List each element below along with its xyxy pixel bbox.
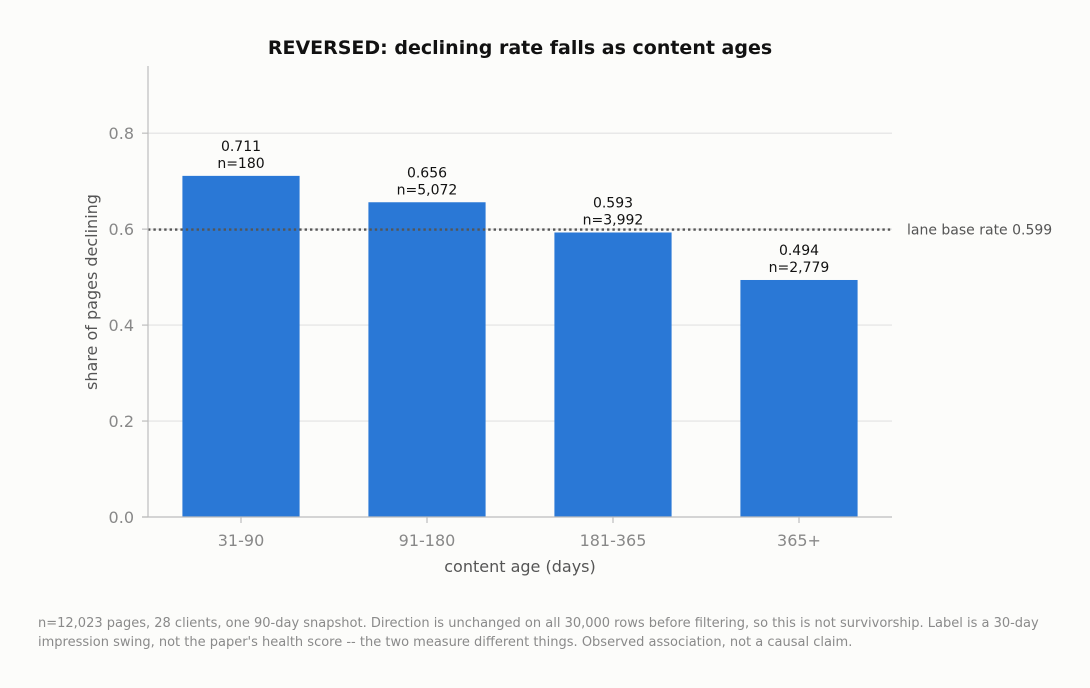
bar-chart: REVERSED: declining rate falls as conten… xyxy=(82,37,1052,576)
y-tick-label: 0.8 xyxy=(109,124,134,143)
y-axis-label: share of pages declining xyxy=(82,194,101,390)
footnote: n=12,023 pages, 28 clients, one 90-day s… xyxy=(38,616,1039,650)
x-tick-label: 181-365 xyxy=(580,531,647,550)
bar xyxy=(368,202,486,517)
x-tick-label: 31-90 xyxy=(218,531,265,550)
bar-n-label: n=3,992 xyxy=(583,212,644,228)
bar xyxy=(740,279,858,517)
bar-value-label: 0.593 xyxy=(593,195,633,211)
bar-n-label: n=5,072 xyxy=(397,182,458,198)
x-tick-label: 91-180 xyxy=(399,531,456,550)
bar-value-label: 0.711 xyxy=(221,139,261,155)
bar xyxy=(182,175,300,517)
bar-n-label: n=2,779 xyxy=(769,260,830,276)
x-tick-label: 365+ xyxy=(777,531,821,550)
bars xyxy=(182,175,858,517)
chart-title: REVERSED: declining rate falls as conten… xyxy=(268,37,772,59)
y-tick-label: 0.4 xyxy=(109,316,134,335)
x-ticks: 31-90 91-180 181-365 365+ xyxy=(218,517,821,550)
bar-n-label: n=180 xyxy=(217,156,264,172)
bar xyxy=(554,232,672,517)
reference-line-label: lane base rate 0.599 xyxy=(907,223,1052,239)
x-axis-label: content age (days) xyxy=(444,557,595,576)
y-tick-label: 0.0 xyxy=(109,508,134,527)
y-tick-label: 0.2 xyxy=(109,412,134,431)
y-ticks: 0.0 0.2 0.4 0.6 0.8 xyxy=(109,124,148,527)
bar-value-label: 0.494 xyxy=(779,243,819,259)
y-tick-label: 0.6 xyxy=(109,220,134,239)
reference-line-group: lane base rate 0.599 xyxy=(148,223,1052,239)
bar-value-label: 0.656 xyxy=(407,165,447,181)
